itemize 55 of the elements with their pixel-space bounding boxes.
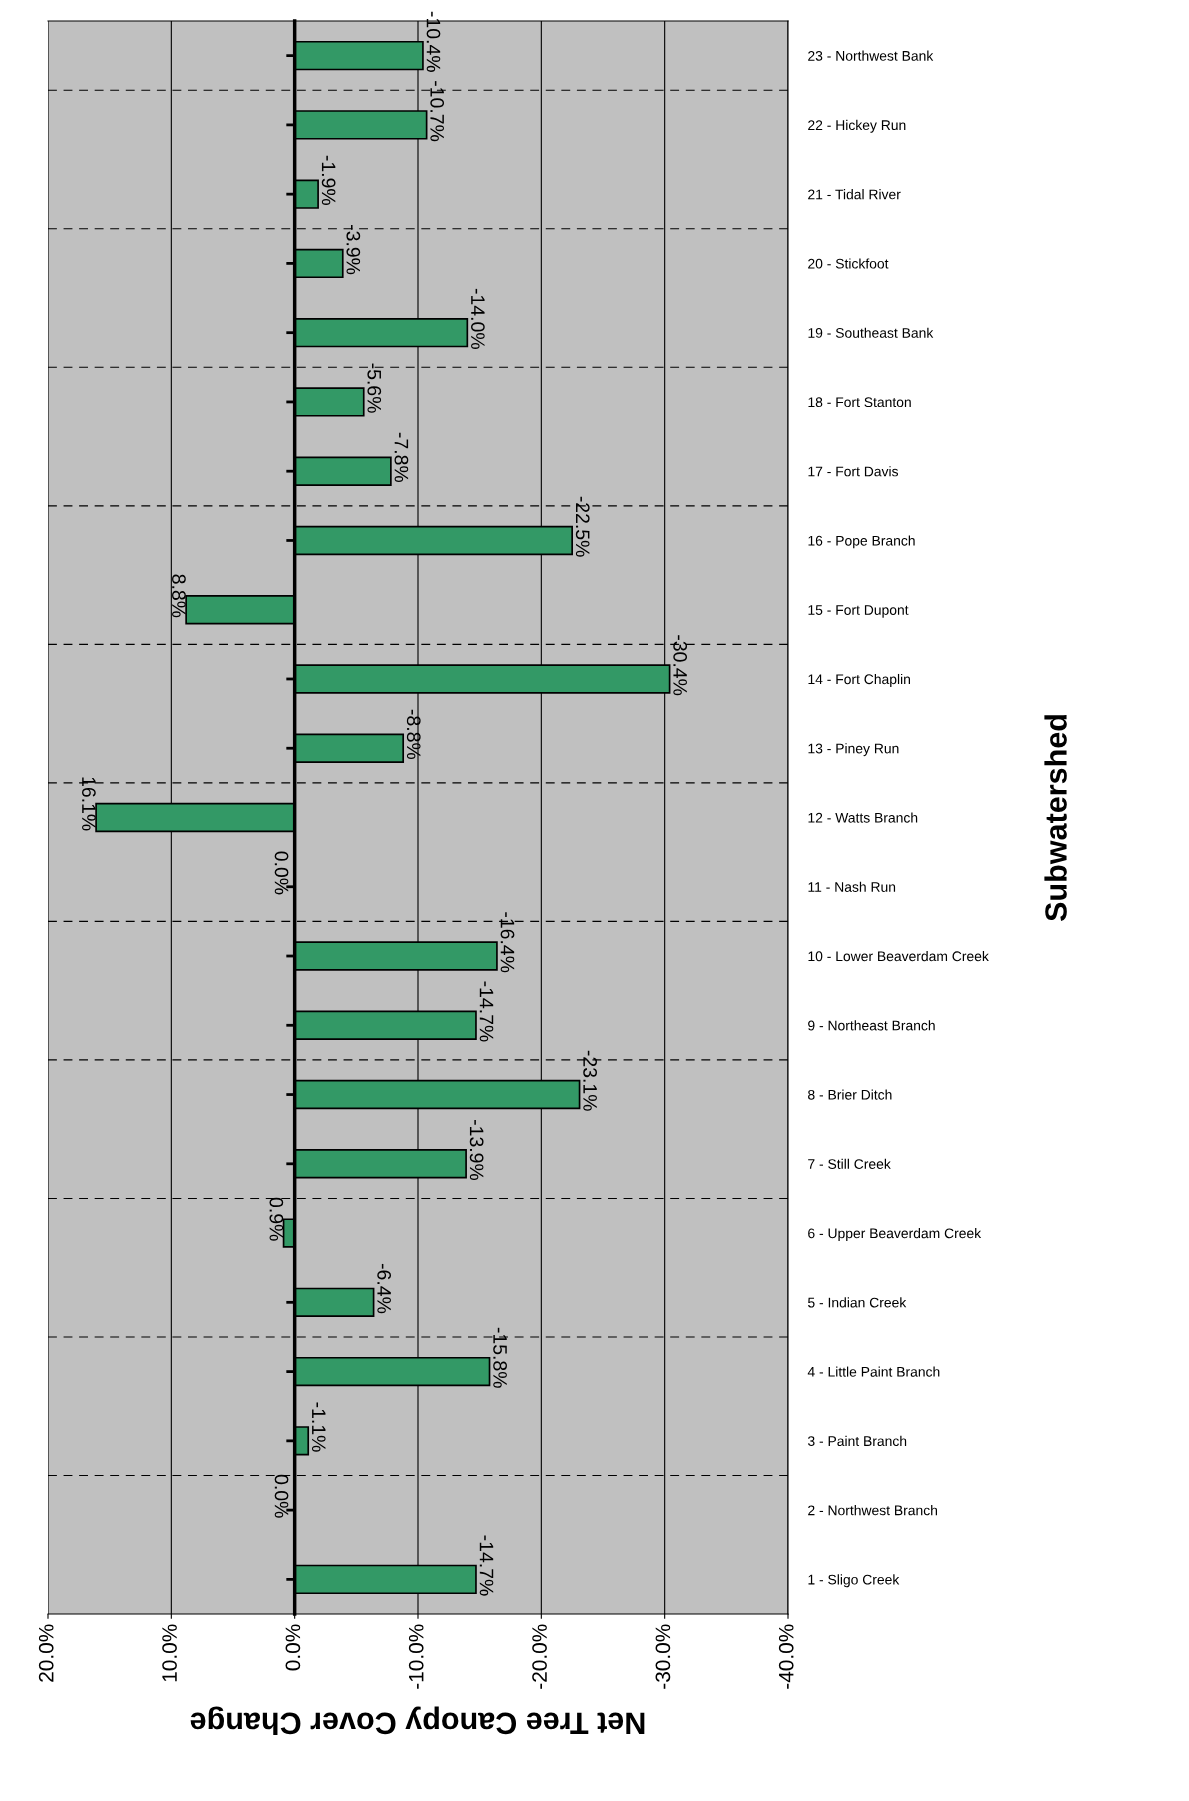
y-tick-label: 7 - Still Creek	[808, 1158, 891, 1169]
data-label: 0.0%	[274, 1474, 289, 1518]
data-label: 16.1%	[82, 777, 96, 831]
y-axis-title: Subwatershed	[1044, 715, 1067, 922]
y-tick-label: 23 - Northwest Bank	[808, 50, 934, 61]
data-label: -14.7%	[479, 981, 494, 1042]
x-tick-label: -20.0%	[532, 1624, 547, 1689]
y-tick-label: 5 - Indian Creek	[808, 1297, 907, 1308]
y-tick-label: 21 - Tidal River	[808, 189, 901, 200]
data-label: 0.9%	[269, 1197, 284, 1241]
data-label: -3.9%	[346, 225, 361, 275]
y-tick-label: 19 - Southeast Bank	[808, 327, 934, 338]
y-tick-label: 20 - Stickfoot	[808, 258, 889, 269]
y-tick-label: 22 - Hickey Run	[808, 119, 906, 133]
data-label: -14.0%	[470, 288, 485, 349]
x-tick-label: 10.0%	[162, 1624, 177, 1682]
data-label: -23.1%	[583, 1050, 597, 1111]
x-axis-title: Net Tree Canopy Cover Change	[190, 1706, 645, 1736]
y-tick-label: 12 - Watts Branch	[808, 812, 918, 823]
y-tick-label: 15 - Fort Dupont	[808, 605, 909, 618]
data-label: -10.4%	[426, 11, 441, 72]
y-tick-label: 8 - Brier Ditch	[808, 1089, 892, 1100]
data-label: -6.4%	[377, 1263, 392, 1314]
y-tick-label: 1 - Sligo Creek	[808, 1574, 900, 1588]
y-tick-label: 17 - Fort Davis	[808, 466, 899, 477]
x-tick-label: 0.0%	[285, 1624, 301, 1671]
data-label: 0.0%	[274, 851, 289, 895]
y-tick-label: 14 - Fort Chaplin	[808, 673, 910, 687]
data-label: -8.8%	[406, 709, 421, 760]
y-tick-label: 2 - Northwest Branch	[808, 1505, 937, 1516]
y-tick-label: 18 - Fort Stanton	[808, 397, 911, 408]
y-tick-label: 11 - Nash Run	[808, 881, 896, 892]
y-tick-label: 13 - Piney Run	[808, 743, 899, 757]
y-tick-label: 9 - Northeast Branch	[808, 1020, 935, 1031]
x-tick-label: -10.0%	[408, 1624, 424, 1689]
data-label: 8.8%	[172, 574, 186, 618]
data-label: -7.8%	[394, 432, 409, 483]
y-tick-label: 3 - Paint Branch	[807, 1435, 907, 1447]
data-label: -5.6%	[367, 363, 382, 413]
data-label: -1.1%	[311, 1402, 326, 1452]
data-label: -16.4%	[500, 912, 515, 973]
y-tick-label: 16 - Pope Branch	[808, 535, 915, 549]
x-tick-label: -40.0%	[778, 1624, 794, 1689]
x-tick-label: -30.0%	[655, 1624, 671, 1689]
y-tick-label: 4 - Little Paint Branch	[807, 1366, 940, 1377]
y-tick-label: 6 - Upper Beaverdam Creek	[808, 1228, 982, 1241]
x-tick-label: 20.0%	[38, 1624, 54, 1682]
y-tick-label: 10 - Lower Beaverdam Creek	[808, 950, 989, 962]
data-label: -13.9%	[469, 1120, 484, 1181]
data-label: -30.4%	[673, 635, 688, 696]
data-label: -1.9%	[321, 155, 336, 206]
data-label: -10.7%	[430, 81, 445, 142]
data-label: -15.8%	[493, 1327, 507, 1388]
data-label: -14.7%	[479, 1535, 494, 1596]
data-label: -22.5%	[575, 496, 590, 557]
